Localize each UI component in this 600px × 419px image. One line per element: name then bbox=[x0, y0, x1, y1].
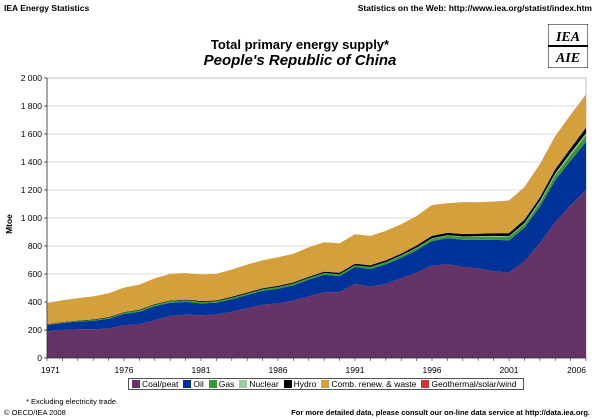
chart-title: Total primary energy supply* bbox=[210, 37, 390, 52]
x-tick-label: 2006 bbox=[567, 365, 586, 375]
legend-swatch bbox=[208, 380, 217, 388]
y-tick-label: 1 400 bbox=[21, 157, 43, 167]
legend-swatch bbox=[283, 380, 292, 388]
legend-label: Hydro bbox=[293, 379, 317, 389]
legend-label: Oil bbox=[193, 379, 204, 389]
y-tick-label: 1 600 bbox=[21, 129, 43, 139]
series-area-comb-renew-waste bbox=[47, 94, 586, 325]
header-left: IEA Energy Statistics bbox=[4, 3, 90, 13]
x-tick-label: 1971 bbox=[41, 365, 60, 375]
chart-legend: Coal/peat Oil Gas Nuclear Hydro Comb. renew. … bbox=[128, 378, 524, 390]
legend-label: Gas bbox=[218, 379, 235, 389]
y-tick-label: 0 bbox=[37, 353, 42, 363]
x-tick-label: 1981 bbox=[192, 365, 211, 375]
x-tick-label: 1976 bbox=[115, 365, 134, 375]
legend-swatch bbox=[239, 380, 248, 388]
legend-swatch bbox=[321, 380, 330, 388]
y-axis-label: Mtoe bbox=[4, 214, 14, 234]
footnote: * Excluding electricity trade. bbox=[26, 397, 119, 406]
legend-item: Oil bbox=[183, 379, 204, 389]
more-data-note: For more detailed data, please consult o… bbox=[291, 408, 590, 417]
y-tick-label: 600 bbox=[28, 269, 42, 279]
legend-swatch bbox=[421, 380, 430, 388]
legend-item: Geothermal/solar/wind bbox=[421, 379, 516, 389]
x-tick-label: 2001 bbox=[500, 365, 519, 375]
legend-label: Coal/peat bbox=[142, 379, 179, 389]
x-tick-label: 1991 bbox=[346, 365, 365, 375]
legend-item: Hydro bbox=[283, 379, 317, 389]
y-tick-label: 1 800 bbox=[21, 101, 43, 111]
x-tick-label: 1986 bbox=[269, 365, 288, 375]
y-tick-label: 1 200 bbox=[21, 185, 43, 195]
series-area-oil bbox=[47, 141, 586, 332]
legend-swatch bbox=[132, 380, 140, 388]
y-tick-label: 200 bbox=[28, 325, 42, 335]
header-right: Statistics on the Web: http://www.iea.or… bbox=[357, 3, 592, 13]
legend-item: Comb. renew. & waste bbox=[321, 379, 416, 389]
iea-logo-icon: IEA AIE bbox=[547, 23, 589, 69]
legend-item: Coal/peat bbox=[132, 379, 178, 389]
chart-subtitle: People's Republic of China bbox=[203, 52, 397, 69]
y-tick-label: 400 bbox=[28, 297, 42, 307]
y-tick-label: 800 bbox=[28, 241, 42, 251]
legend-swatch bbox=[183, 380, 192, 388]
series-area-coal-peat bbox=[47, 190, 586, 358]
y-tick-label: 2 000 bbox=[21, 73, 43, 83]
y-tick-label: 1 000 bbox=[21, 213, 43, 223]
legend-label: Nuclear bbox=[249, 379, 279, 389]
svg-text:AIE: AIE bbox=[555, 51, 580, 66]
copyright: © OECD/IEA 2008 bbox=[4, 408, 66, 417]
svg-text:IEA: IEA bbox=[555, 30, 580, 45]
legend-item: Gas bbox=[208, 379, 235, 389]
x-tick-label: 1996 bbox=[423, 365, 442, 375]
legend-label: Geothermal/solar/wind bbox=[431, 379, 517, 389]
legend-item: Nuclear bbox=[239, 379, 279, 389]
legend-label: Comb. renew. & waste bbox=[331, 379, 417, 389]
